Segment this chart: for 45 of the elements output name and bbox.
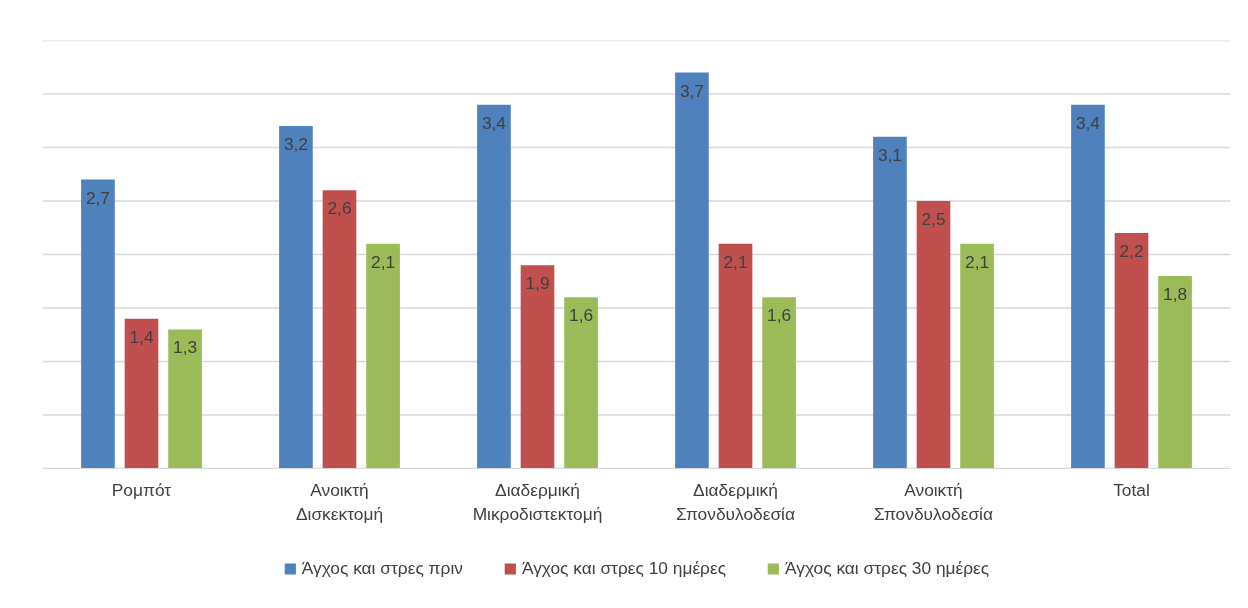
data-label: 2,2 [1119,241,1144,262]
bar [916,201,951,469]
data-label: 2,1 [371,251,396,272]
data-label: 3,4 [1075,112,1101,133]
bar [564,297,598,469]
bar [873,136,907,469]
data-label: 2,5 [921,209,946,229]
data-label: 2,6 [327,198,352,219]
data-label: 2,7 [85,187,110,208]
x-tick-label: Total [1113,479,1150,500]
bar [124,318,159,469]
data-label: 1,6 [767,305,792,326]
data-label: 2,1 [723,251,748,272]
legend-label: Άγχος και στρες 10 ημέρες [521,557,727,579]
data-label: 3,7 [679,80,704,101]
bar [1114,233,1149,469]
bar [675,72,709,469]
bar [762,297,796,469]
x-tick-label: Ρομπότ [111,479,172,500]
x-tick-label: Διαδερμική Μικροδιστεκτομή [472,479,603,524]
bar [477,104,511,469]
x-tick-label: Ανοικτή Σπονδυλοδεσία [874,479,994,524]
data-label: 1,9 [525,273,550,294]
legend-label: Άγχος και στρες 30 ημέρες [785,557,990,579]
data-label: 1,3 [173,337,198,358]
bar [1158,275,1192,469]
data-label: 2,1 [965,251,990,272]
bar [81,179,115,469]
x-tick-label: Ανοικτή Δισκεκτομή [295,479,384,524]
bar [168,329,202,469]
data-label: 1,6 [569,305,594,326]
bar [366,243,400,469]
bar [279,126,313,469]
data-label: 3,2 [283,134,308,155]
bar [520,265,555,469]
data-label: 1,8 [1163,283,1188,304]
data-label: 3,4 [481,112,507,133]
data-label: 3,1 [877,144,902,165]
bar [718,243,753,469]
bar [1071,104,1105,469]
data-label: 1,4 [129,326,154,347]
bar [960,243,994,469]
bar [322,190,357,469]
legend-label: Άγχος και στρες πριν [301,557,463,579]
x-tick-label: Διαδερμική Σπονδυλοδεσία [676,479,796,524]
